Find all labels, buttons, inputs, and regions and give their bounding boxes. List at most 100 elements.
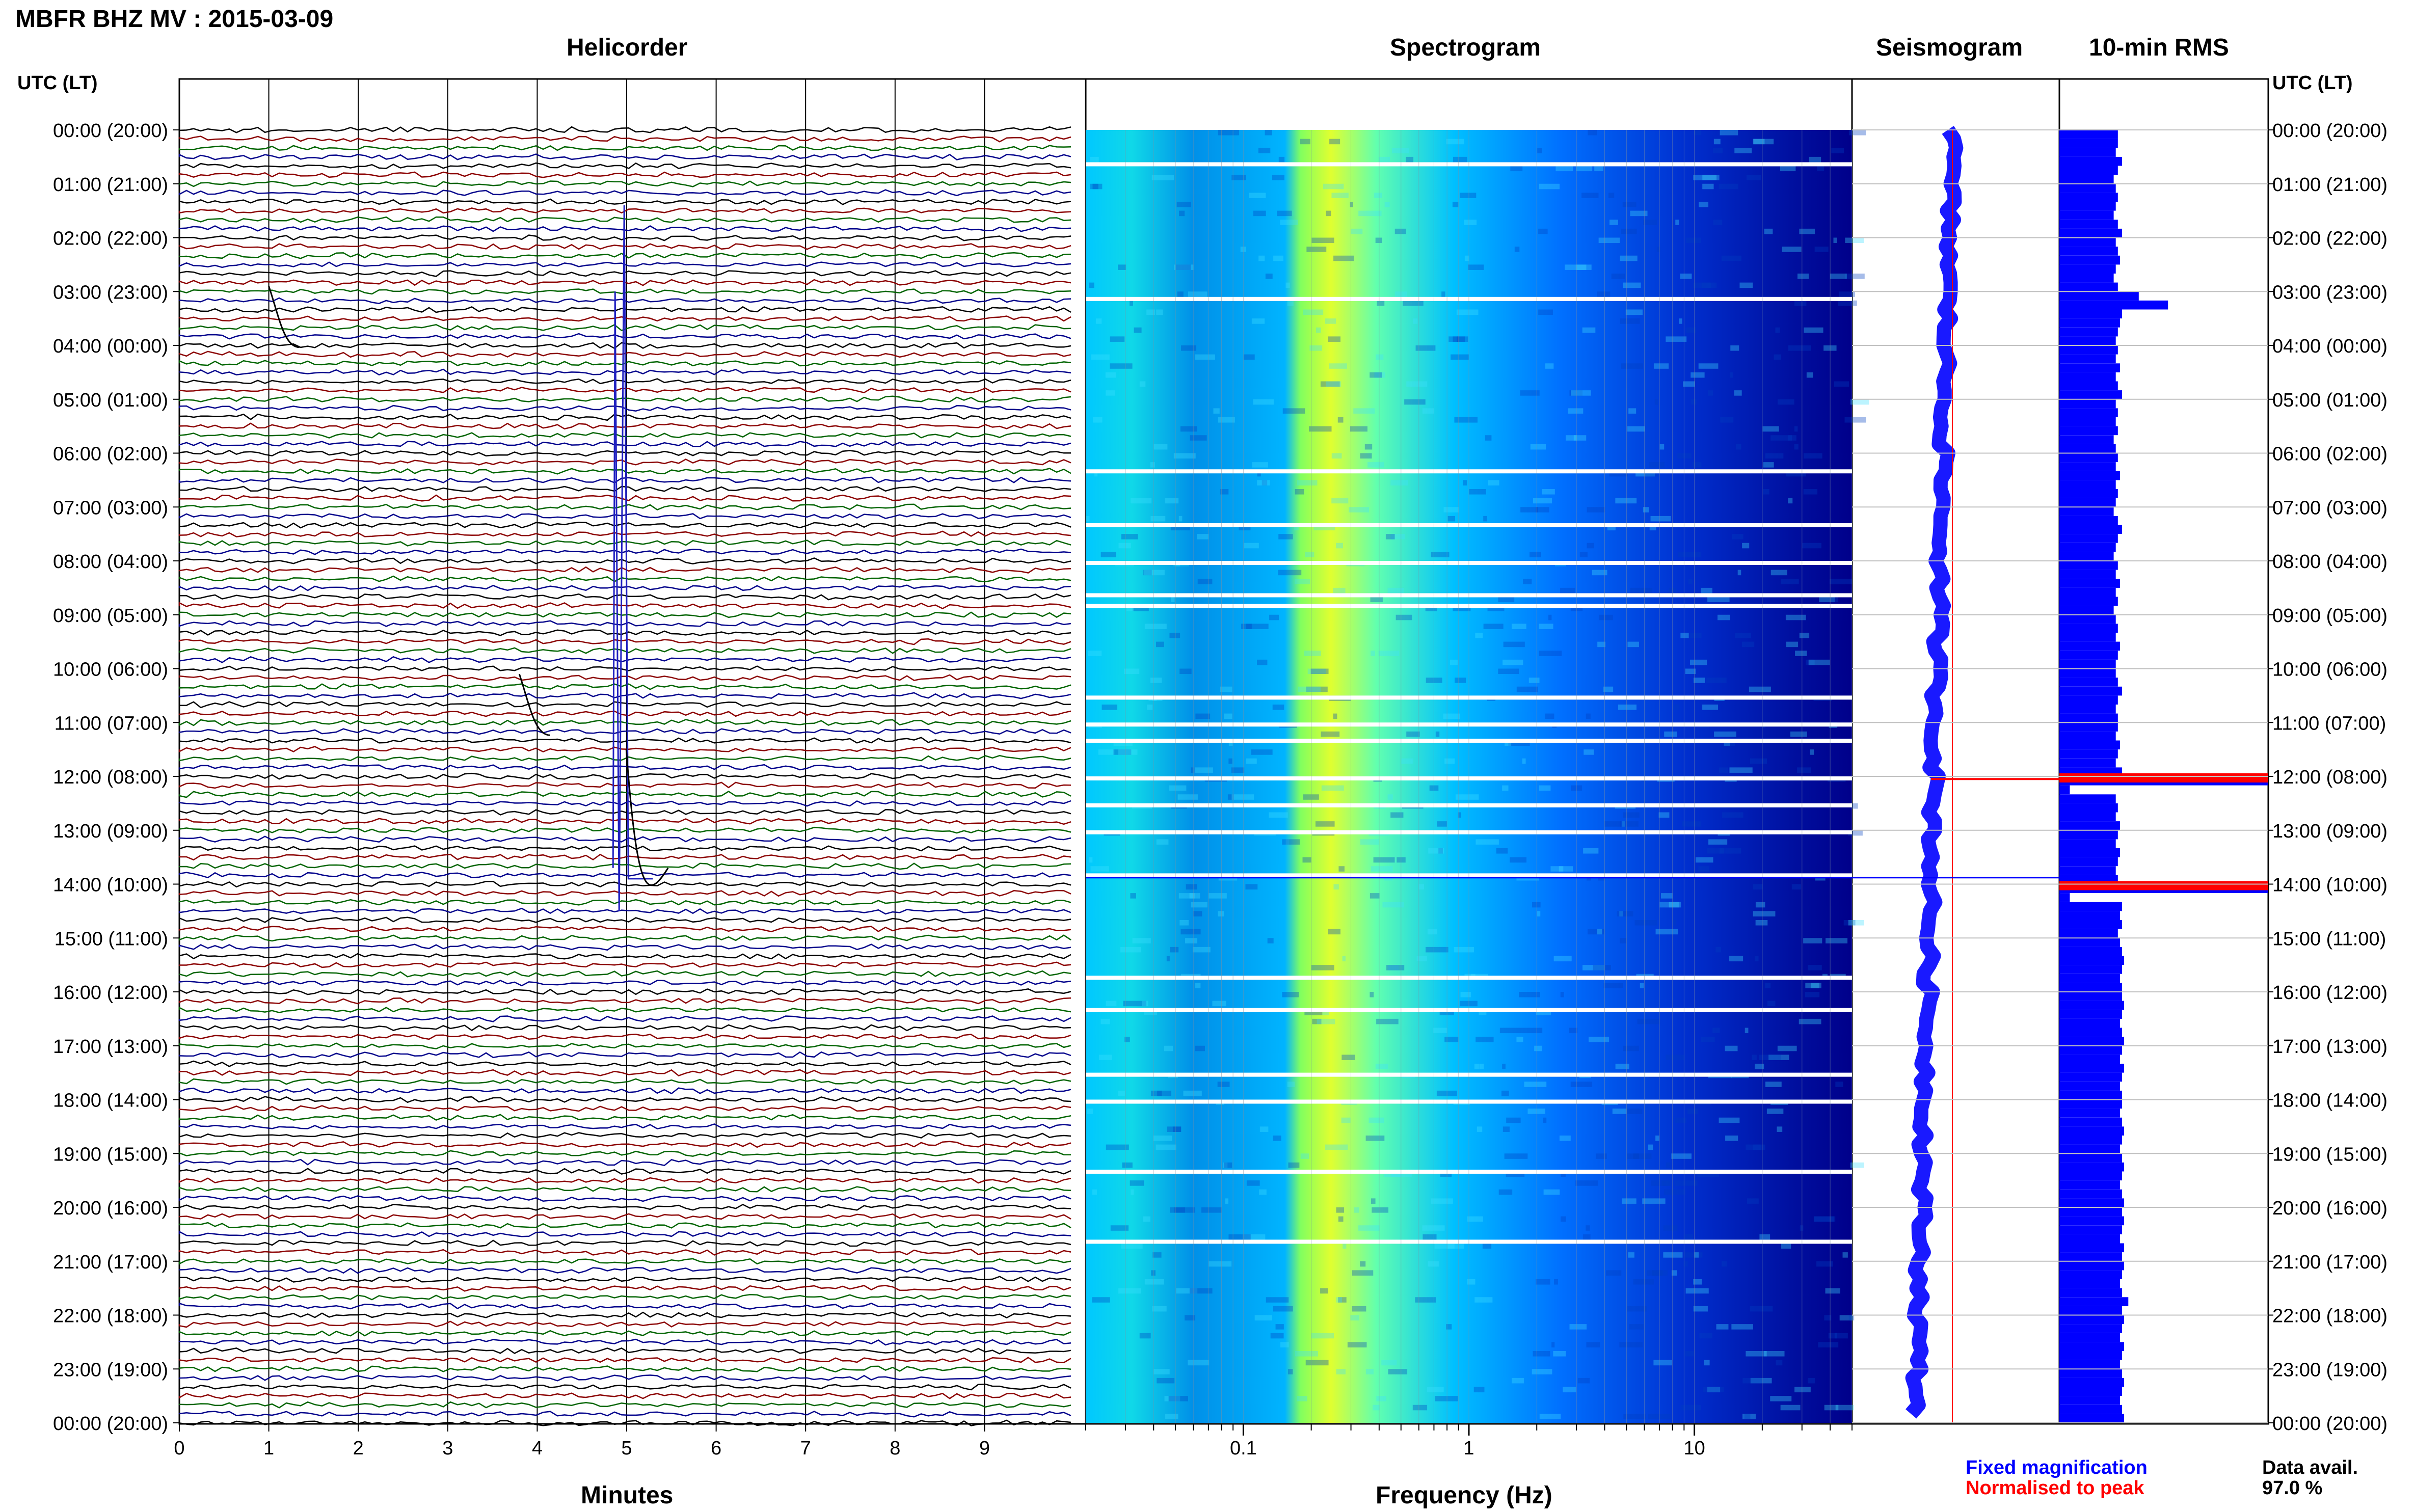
helicorder-trace bbox=[178, 1302, 1071, 1310]
spectrogram-cell bbox=[1110, 336, 1125, 342]
y-tick-label-left: 19:00 (15:00) bbox=[53, 1144, 168, 1165]
rms-bar bbox=[2059, 228, 2122, 238]
spectrogram-cell bbox=[1444, 758, 1455, 764]
spectrogram-cell bbox=[1737, 570, 1741, 576]
spectrogram-cell bbox=[1297, 1396, 1307, 1401]
y-tick-label-right: 14:00 (10:00) bbox=[2272, 875, 2387, 896]
spectrogram-cell bbox=[1422, 1225, 1445, 1231]
spectrogram-cell bbox=[1322, 1010, 1329, 1015]
spectrogram-cell bbox=[1536, 1279, 1550, 1285]
spectrogram-cell bbox=[1388, 1369, 1408, 1374]
spectrogram-cell bbox=[1640, 983, 1644, 988]
spectrogram-cell bbox=[1780, 166, 1796, 172]
y-tick-label-left: 02:00 (22:00) bbox=[53, 228, 168, 250]
spectrogram-cell bbox=[1443, 507, 1459, 512]
spectrogram-cell bbox=[1782, 247, 1802, 252]
rms-bar bbox=[2059, 435, 2114, 444]
spectrogram-cell bbox=[1498, 668, 1519, 674]
helicorder-trace bbox=[178, 1392, 1071, 1399]
spectrogram-cell bbox=[1222, 1162, 1228, 1168]
spectrogram-cell bbox=[1336, 1297, 1342, 1303]
spectrogram-cell bbox=[1810, 749, 1814, 755]
spectrogram-cell bbox=[1702, 705, 1719, 710]
spectrogram-cell bbox=[1707, 597, 1730, 603]
spectrogram-cell bbox=[1734, 390, 1742, 396]
spectrogram-cell bbox=[1747, 175, 1761, 180]
helicorder-trace bbox=[178, 1177, 1071, 1184]
spectrogram-cell bbox=[1341, 1055, 1355, 1060]
spectrogram-cell bbox=[1835, 1082, 1843, 1087]
spectrogram-cell bbox=[1152, 1252, 1162, 1258]
spectrogram-cell bbox=[1120, 947, 1141, 953]
spectrogram-cell bbox=[1788, 498, 1793, 504]
spectrogram-cell bbox=[1157, 1378, 1175, 1384]
spectrogram-cell bbox=[1579, 552, 1588, 557]
spectrogram-cell bbox=[1560, 587, 1575, 593]
spectrogram-cell bbox=[1254, 1315, 1272, 1321]
spectrogram-cell bbox=[1803, 489, 1818, 495]
rms-bar bbox=[2059, 920, 2122, 929]
rms-bar bbox=[2059, 1064, 2125, 1073]
helicorder-trace bbox=[178, 1168, 1071, 1175]
y-tick-label-right: 16:00 (12:00) bbox=[2272, 982, 2387, 1004]
spectrogram-cell bbox=[1118, 749, 1138, 755]
rms-bar bbox=[2059, 695, 2118, 705]
spectrogram-cell bbox=[1218, 911, 1224, 916]
helicorder-trace bbox=[178, 1114, 1071, 1121]
helicorder-x-tick-label: 3 bbox=[442, 1438, 453, 1459]
helicorder-trace bbox=[178, 323, 1071, 332]
helicorder-trace bbox=[178, 1411, 1071, 1418]
spectrogram-cell bbox=[1132, 938, 1151, 943]
helicorder-trace bbox=[178, 781, 1071, 789]
spectrogram-cell bbox=[1650, 516, 1671, 522]
spectrogram-cell bbox=[1702, 175, 1720, 180]
helicorder-trace bbox=[178, 764, 1071, 771]
y-tick-label-left: 18:00 (14:00) bbox=[53, 1090, 168, 1112]
spectrogram-cell bbox=[1586, 1225, 1590, 1231]
spectrogram-cell bbox=[1628, 408, 1636, 414]
spectrogram-cell bbox=[1499, 1028, 1520, 1034]
y-tick-label-left: 14:00 (10:00) bbox=[53, 875, 168, 896]
spectrogram-cell bbox=[1352, 1270, 1374, 1276]
rms-bar bbox=[2059, 1216, 2125, 1226]
y-tick-label-right: 05:00 (01:00) bbox=[2272, 390, 2387, 411]
spectrogram-cell bbox=[1280, 1342, 1289, 1347]
spectrogram-cell bbox=[1619, 1342, 1643, 1347]
spectrogram-cell bbox=[1550, 866, 1564, 872]
spectrogram-cell bbox=[1747, 1198, 1759, 1204]
helicorder-trace bbox=[178, 261, 1071, 268]
rms-bar bbox=[2059, 1136, 2122, 1145]
spectrogram-cell bbox=[1646, 1270, 1668, 1276]
spectrogram-cell bbox=[1609, 220, 1618, 225]
spectrogram-cell bbox=[1091, 354, 1110, 360]
spectrogram-cell bbox=[1559, 866, 1573, 872]
spectrogram-cell bbox=[1514, 247, 1520, 252]
spectrogram-cell bbox=[1850, 1162, 1864, 1168]
spectrogram-cell bbox=[1282, 992, 1299, 997]
y-tick-label-right: 18:00 (14:00) bbox=[2272, 1090, 2387, 1112]
spectrogram-cell bbox=[1729, 956, 1743, 962]
spectrogram-cell bbox=[1174, 264, 1194, 270]
helicorder-trace bbox=[178, 422, 1071, 430]
spectrogram-cell bbox=[1341, 1117, 1351, 1123]
spectrogram-cell bbox=[1383, 1171, 1401, 1177]
spectrogram-cell bbox=[1118, 1288, 1141, 1294]
helicorder-trace bbox=[178, 584, 1071, 591]
rms-bar bbox=[2059, 354, 2116, 364]
spectrogram-cell bbox=[1370, 597, 1383, 603]
spectrogram-cell bbox=[1716, 1324, 1729, 1330]
spectrogram-cell bbox=[1483, 624, 1504, 629]
rms-bar bbox=[2059, 1288, 2122, 1298]
spectrogram-cell bbox=[1390, 812, 1404, 818]
rms-bar bbox=[2059, 247, 2118, 256]
spectrogram-cell bbox=[1603, 983, 1623, 988]
spectrogram-cell bbox=[1555, 166, 1573, 172]
spectrogram-cell bbox=[1144, 1279, 1164, 1285]
spectrogram-cell bbox=[1814, 1216, 1834, 1222]
spectrogram-cell bbox=[1378, 156, 1390, 163]
spectrogram-cell bbox=[1152, 1306, 1167, 1312]
spectrogram-cell bbox=[1384, 202, 1390, 207]
spectrogram-cell bbox=[1167, 1126, 1182, 1132]
y-tick-label-right: 19:00 (15:00) bbox=[2272, 1144, 2387, 1165]
rms-bar bbox=[2059, 848, 2120, 857]
